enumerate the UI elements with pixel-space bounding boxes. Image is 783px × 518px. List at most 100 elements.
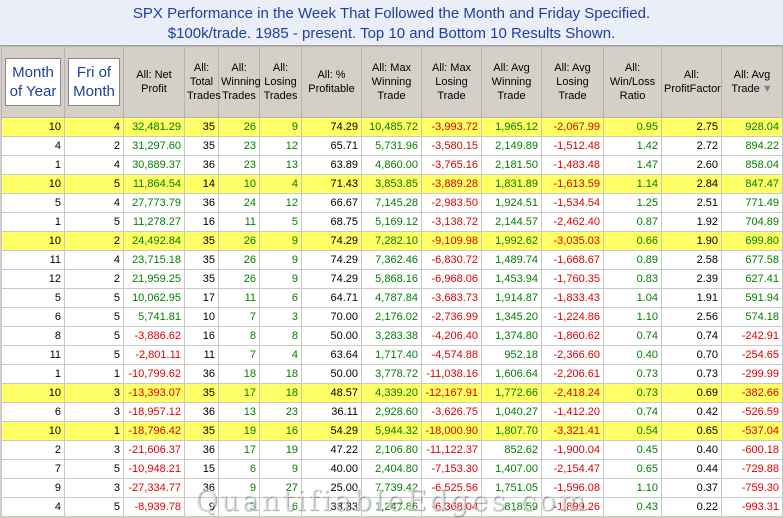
table-cell: 15: [184, 459, 219, 479]
table-cell: 1,831.89: [481, 174, 542, 194]
table-cell: -10,799.62: [123, 364, 185, 384]
table-cell: 1,807.70: [481, 421, 542, 441]
column-header[interactable]: All: Avg Winning Trade: [481, 46, 542, 118]
table-cell: -1,899.26: [541, 497, 604, 517]
table-cell: 5: [64, 326, 124, 346]
table-cell: 1.92: [661, 212, 722, 232]
table-cell: -18,000.90: [421, 421, 482, 441]
table-cell: 11: [218, 212, 260, 232]
table-cell: 1,717.40: [361, 345, 422, 365]
table-cell: -18,957.12: [123, 402, 185, 422]
table-cell: -3,765.16: [421, 155, 482, 175]
table-cell: 36: [184, 440, 219, 460]
table-cell: 7,282.10: [361, 231, 422, 251]
header-label: All: Avg Winning Trade: [491, 62, 532, 102]
table-cell: 19: [218, 421, 260, 441]
table-cell: 26: [218, 117, 260, 137]
table-cell: 13: [259, 155, 302, 175]
table-cell: 11: [1, 345, 65, 365]
header-label: All: Max Winning Trade: [371, 62, 412, 102]
table-cell: 0.40: [603, 345, 662, 365]
table-cell: 68.75: [301, 212, 362, 232]
table-row: 11 4 23,715.18 35 26 9 74.29 7,362.46 -6,830.72 1…: [1, 250, 783, 270]
column-header[interactable]: All: Max Winning Trade: [361, 46, 422, 118]
table-cell: -1,512.48: [541, 136, 604, 156]
column-header[interactable]: All: Winning Trades: [218, 46, 261, 118]
column-header[interactable]: Fri of Month: [64, 46, 124, 118]
table-cell: 24,492.84: [123, 231, 185, 251]
table-cell: 6: [259, 497, 302, 517]
column-header[interactable]: All: Losing Trades: [259, 46, 302, 118]
column-header[interactable]: All: ProfitFactor: [661, 46, 722, 118]
table-cell: 1,751.05: [481, 478, 542, 498]
table-cell: 19: [259, 440, 302, 460]
table-cell: 4: [64, 155, 124, 175]
table-cell: 5: [259, 212, 302, 232]
table-row: 8 5 -3,886.62 16 8 8 50.00 3,283.38 -4,206.40 1,3…: [1, 326, 783, 346]
table-cell: -21,606.37: [123, 440, 185, 460]
table-cell: 11: [218, 288, 260, 308]
table-row: 12 2 21,959.25 35 26 9 74.29 5,868.16 -6,968.06 1…: [1, 269, 783, 289]
table-cell: 0.74: [661, 326, 722, 346]
column-header[interactable]: Month of Year: [1, 46, 65, 118]
table-row: 6 5 5,741.81 10 7 3 70.00 2,176.02 -2,736.99 1,34…: [1, 307, 783, 327]
table-cell: 23: [259, 402, 302, 422]
table-cell: 1,453.94: [481, 269, 542, 289]
table-cell: 74.29: [301, 117, 362, 137]
table-cell: 0.43: [603, 497, 662, 517]
table-cell: 0.65: [661, 421, 722, 441]
header-label: All: Avg Losing Trade: [554, 62, 591, 102]
table-cell: 10: [1, 117, 65, 137]
table-cell: 1.04: [603, 288, 662, 308]
table-cell: 5: [64, 307, 124, 327]
header-label: All: Avg Trade: [731, 69, 771, 95]
table-cell: 50.00: [301, 326, 362, 346]
table-cell: 1,407.00: [481, 459, 542, 479]
table-cell: 2,176.02: [361, 307, 422, 327]
table-row: 6 3 -18,957.12 36 13 23 36.11 2,928.60 -3,626.75…: [1, 402, 783, 422]
column-header[interactable]: All: Avg Losing Trade: [541, 46, 604, 118]
table-cell: 704.89: [721, 212, 783, 232]
table-cell: 10: [1, 421, 65, 441]
table-cell: 952.18: [481, 345, 542, 365]
table-cell: 24: [218, 193, 260, 213]
table-cell: 7: [218, 307, 260, 327]
table-cell: 7: [218, 345, 260, 365]
column-header[interactable]: All: Total Trades: [184, 46, 221, 118]
table-cell: 12: [1, 269, 65, 289]
table-cell: -254.65: [721, 345, 783, 365]
table-row: 10 4 32,481.29 35 26 9 74.29 10,485.72 -3,993.72…: [1, 117, 783, 137]
table-cell: 1.10: [603, 478, 662, 498]
table-cell: 0.22: [661, 497, 722, 517]
column-header[interactable]: All: % Profitable: [301, 46, 362, 118]
table-cell: 2: [64, 136, 124, 156]
table-cell: -759.30: [721, 478, 783, 498]
column-header[interactable]: All: Avg Trade ▼: [721, 46, 783, 118]
table-cell: -2,366.60: [541, 345, 604, 365]
table-cell: 16: [259, 421, 302, 441]
table-cell: -12,167.91: [421, 383, 482, 403]
header-label: All: % Profitable: [308, 69, 355, 95]
table-cell: 4: [259, 345, 302, 365]
table-cell: 16: [184, 212, 219, 232]
table-cell: 4: [1, 497, 65, 517]
table-cell: 0.74: [603, 326, 662, 346]
table-cell: -13,393.07: [123, 383, 185, 403]
table-cell: 1,040.27: [481, 402, 542, 422]
table-cell: 3: [218, 497, 260, 517]
table-cell: 36: [184, 364, 219, 384]
column-header[interactable]: All: Max Losing Trade: [421, 46, 482, 118]
table-cell: 65.71: [301, 136, 362, 156]
table-cell: 7,739.42: [361, 478, 422, 498]
table-cell: 2.72: [661, 136, 722, 156]
table-cell: -299.99: [721, 364, 783, 384]
column-header[interactable]: All: Net Profit: [123, 46, 185, 118]
column-header[interactable]: All: Win/Loss Ratio: [603, 46, 662, 118]
table-cell: 27,773.79: [123, 193, 185, 213]
table-cell: -8,939.78: [123, 497, 185, 517]
table-cell: 12: [259, 193, 302, 213]
table-cell: 0.65: [603, 459, 662, 479]
table-cell: 36: [184, 402, 219, 422]
table-cell: 6: [1, 402, 65, 422]
table-cell: 35: [184, 383, 219, 403]
